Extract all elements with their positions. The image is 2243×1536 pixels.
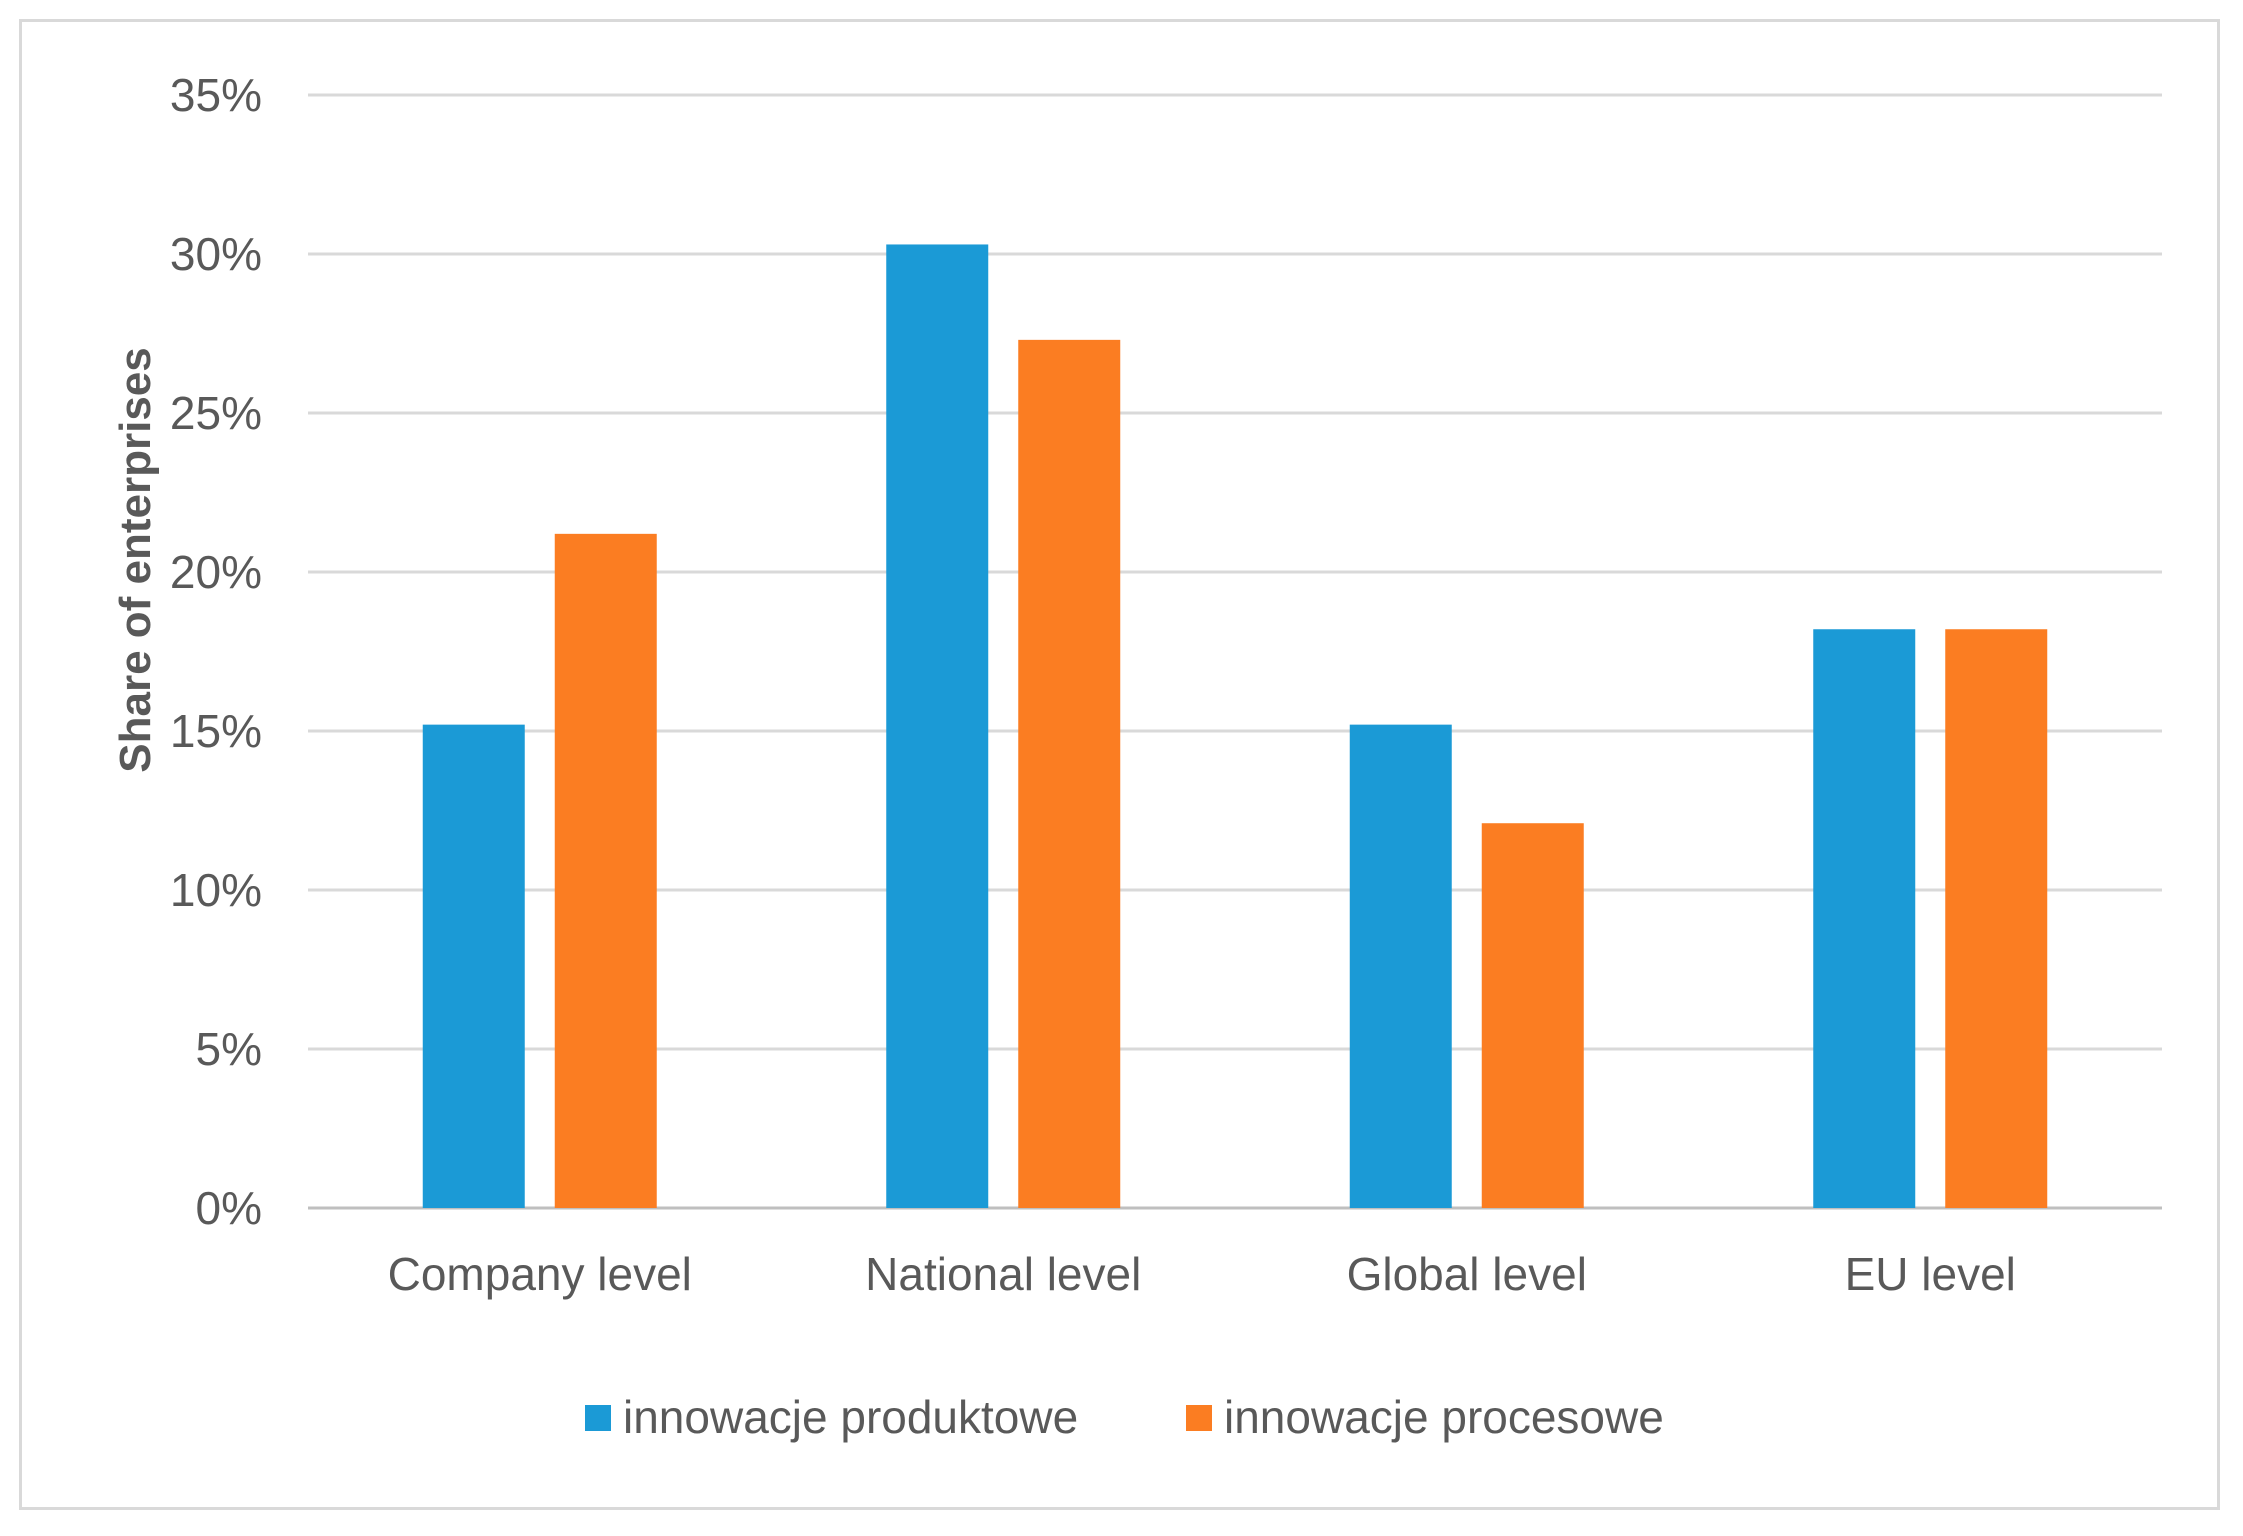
y-tick-label: 5% — [196, 1023, 262, 1075]
legend-swatch — [585, 1405, 611, 1431]
bar-procesowe — [1481, 823, 1584, 1208]
x-category-label: National level — [865, 1248, 1141, 1300]
y-tick-label: 35% — [170, 69, 262, 121]
x-axis-categories: Company level National level Global level E… — [388, 1248, 2016, 1300]
legend-swatch — [1186, 1405, 1212, 1431]
x-category-label: Global level — [1347, 1248, 1587, 1300]
y-tick-label: 10% — [170, 864, 262, 916]
y-tick-label: 25% — [170, 387, 262, 439]
y-tick-label: 0% — [196, 1182, 262, 1234]
bar-produktowe — [1349, 724, 1452, 1208]
x-category-label: EU level — [1845, 1248, 2016, 1300]
bar-chart: 0% 5% 10% 15% 20% 25% 30% 35% Company level Nati… — [111, 69, 2162, 1443]
y-axis-ticks: 0% 5% 10% 15% 20% 25% 30% 35% — [170, 69, 262, 1234]
y-tick-label: 20% — [170, 546, 262, 598]
bar-procesowe — [1945, 629, 2048, 1208]
legend-label: innowacje procesowe — [1224, 1391, 1664, 1443]
x-category-label: Company level — [388, 1248, 692, 1300]
legend: innowacje produktowe innowacje procesowe — [585, 1391, 1664, 1443]
bar-produktowe — [886, 244, 989, 1208]
bars — [422, 244, 2048, 1208]
bar-procesowe — [1018, 339, 1121, 1208]
y-axis-title: Share of enterprises — [111, 347, 160, 773]
bar-produktowe — [422, 724, 525, 1208]
chart-frame: 0% 5% 10% 15% 20% 25% 30% 35% Company level Nati… — [19, 19, 2220, 1510]
bar-produktowe — [1813, 629, 1916, 1208]
bar-procesowe — [554, 533, 657, 1208]
legend-label: innowacje produktowe — [623, 1391, 1078, 1443]
y-tick-label: 30% — [170, 228, 262, 280]
y-tick-label: 15% — [170, 705, 262, 757]
